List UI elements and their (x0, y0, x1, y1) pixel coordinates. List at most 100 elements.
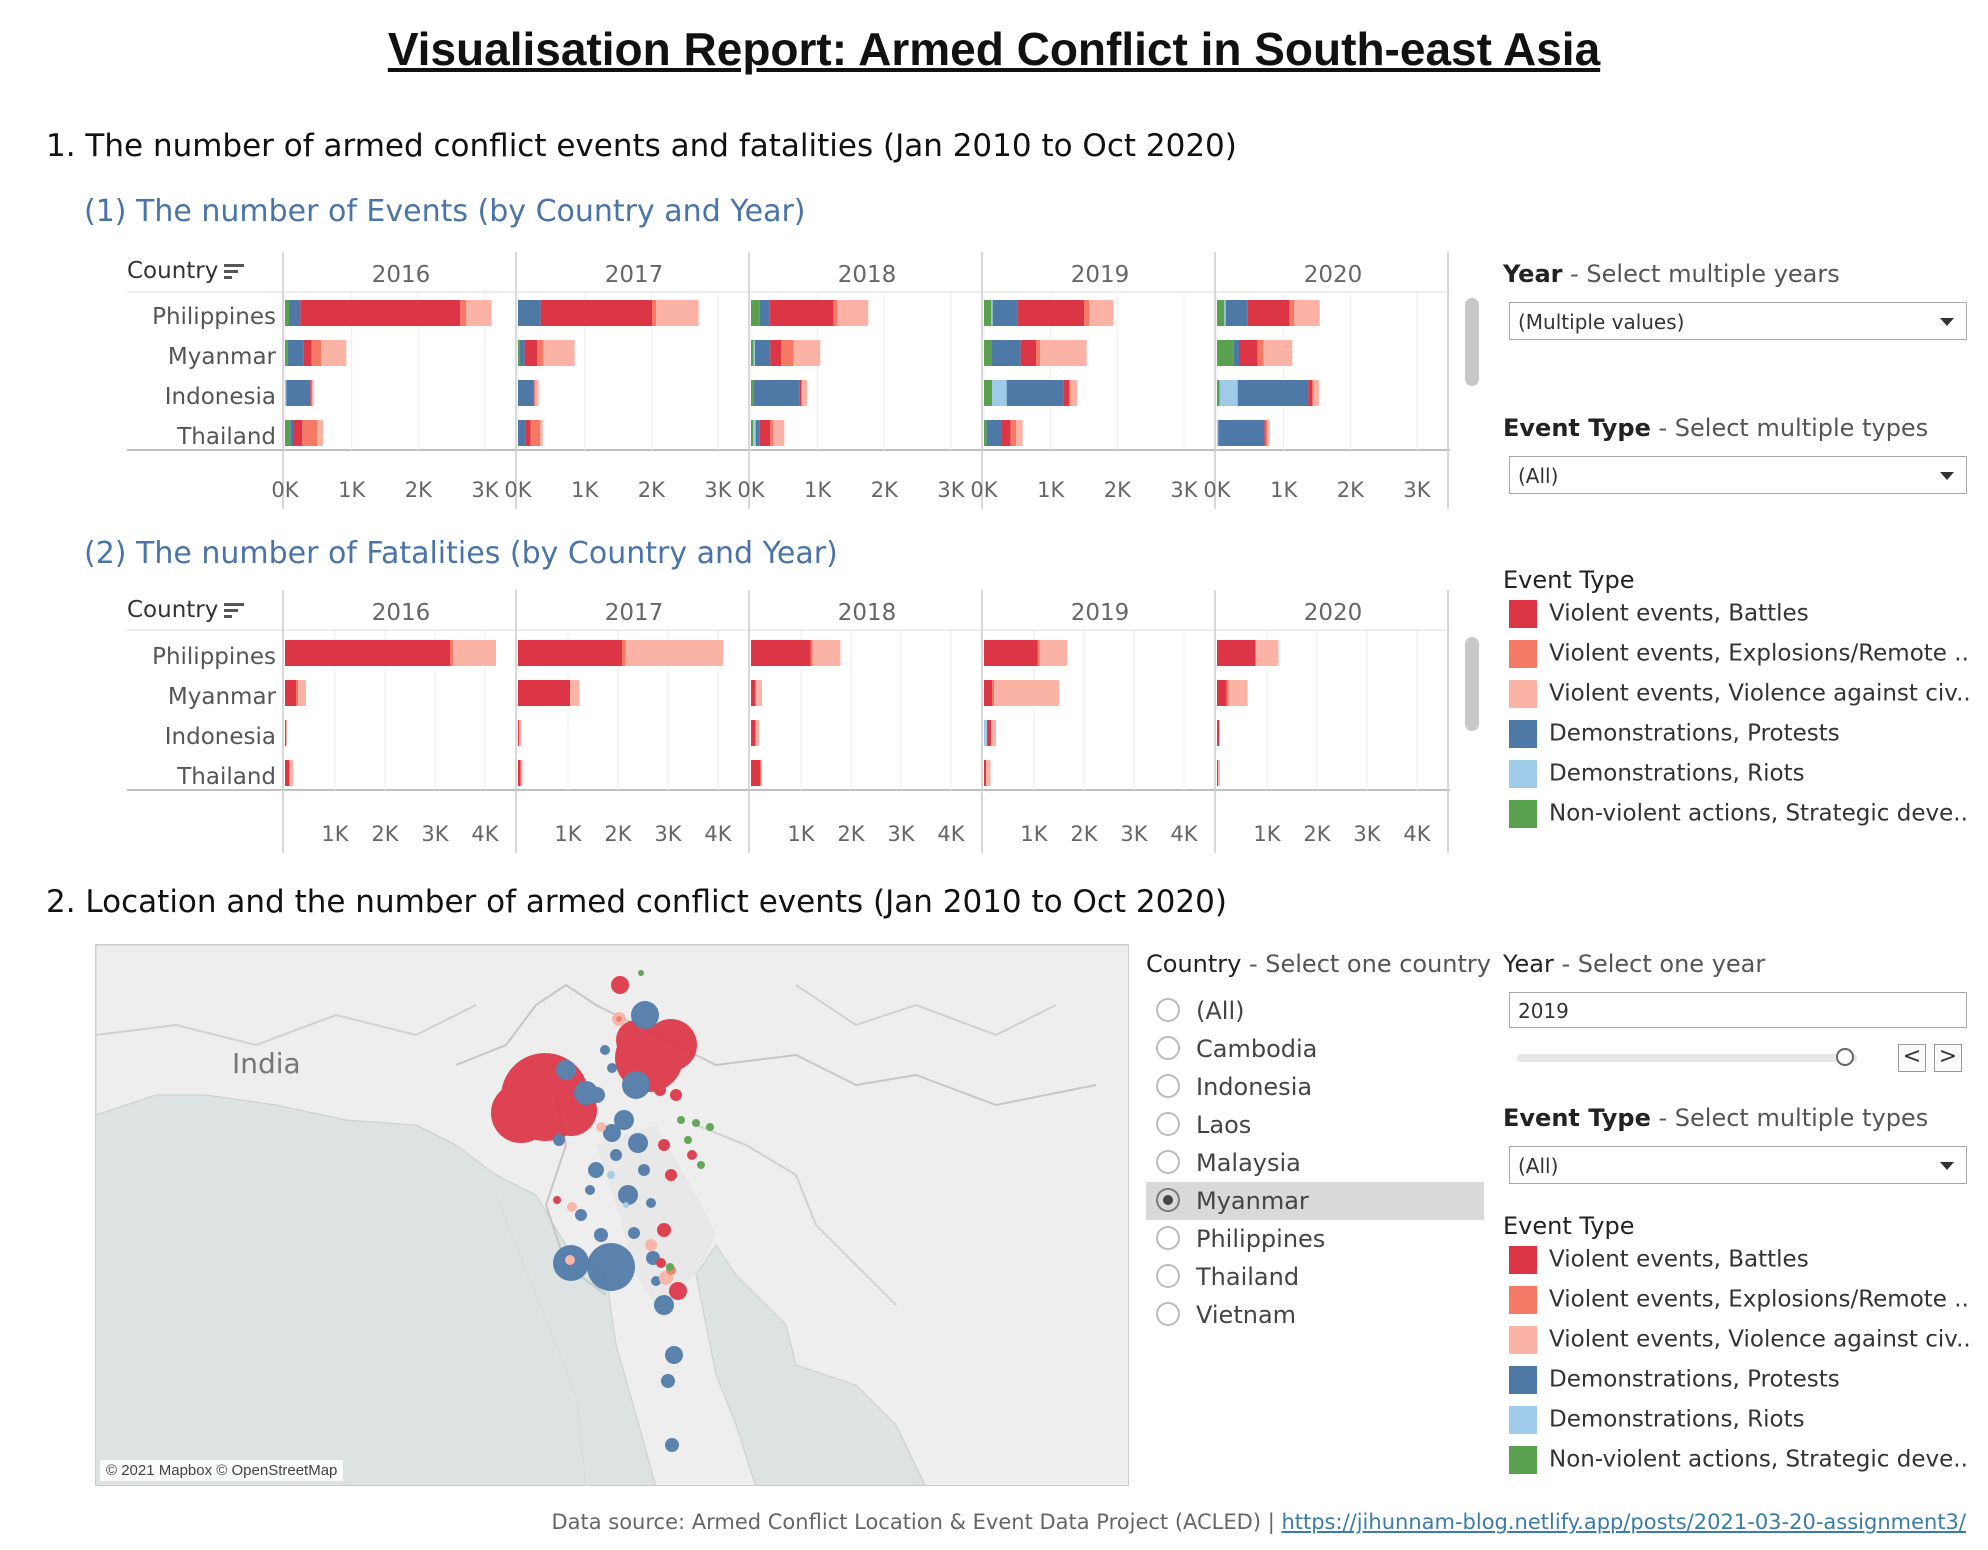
legend-swatch (1509, 1326, 1537, 1354)
bar-segment (293, 420, 303, 446)
radio-icon[interactable] (1156, 1264, 1180, 1288)
chevron-down-icon (1940, 318, 1954, 326)
bar-segment (1217, 300, 1225, 326)
prev-year-button[interactable]: < (1898, 1044, 1926, 1072)
country-option[interactable]: Indonesia (1146, 1068, 1484, 1106)
event-type2-filter-sub: - Select multiple types (1650, 1104, 1929, 1132)
year-multi-dropdown[interactable]: (Multiple values) (1509, 302, 1967, 340)
country-option[interactable]: (All) (1146, 992, 1484, 1030)
bar-segment (310, 380, 312, 406)
sort-icon[interactable] (224, 263, 245, 280)
country-option[interactable]: Myanmar (1146, 1182, 1484, 1220)
country-label: Philippines (152, 304, 276, 330)
event-type-filter-title: Event Type - Select multiple types (1503, 414, 1928, 442)
country-option-label: (All) (1196, 997, 1245, 1025)
bar-segment (1218, 420, 1265, 446)
event-type2-dropdown[interactable]: (All) (1509, 1146, 1967, 1184)
radio-icon[interactable] (1156, 1302, 1180, 1326)
legend-item[interactable]: Violent events, Explosions/Remote .. (1509, 1286, 1979, 1326)
tick-label: 3K (471, 478, 499, 502)
country-option[interactable]: Philippines (1146, 1220, 1484, 1258)
legend-item[interactable]: Demonstrations, Riots (1509, 1406, 1979, 1446)
bar-segment (1036, 340, 1040, 366)
country-option[interactable]: Malaysia (1146, 1144, 1484, 1182)
fatalities-scrollbar[interactable] (1465, 637, 1479, 731)
footer-source-text: Data source: Armed Conflict Location & E… (551, 1510, 1282, 1534)
legend-item[interactable]: Violent events, Battles (1509, 600, 1979, 640)
country-option-label: Vietnam (1196, 1301, 1297, 1329)
tick-label: 2K (604, 822, 632, 846)
bar-segment (1233, 340, 1239, 366)
year-slider-track[interactable] (1517, 1054, 1857, 1062)
events-scrollbar[interactable] (1465, 298, 1479, 386)
legend-item[interactable]: Violent events, Battles (1509, 1246, 1979, 1286)
radio-icon[interactable] (1156, 1074, 1180, 1098)
radio-icon[interactable] (1156, 1188, 1180, 1212)
country-option-label: Indonesia (1196, 1073, 1313, 1101)
map-canvas (96, 945, 1128, 1485)
bar-segment (1289, 300, 1295, 326)
bar-segment (289, 300, 301, 326)
bar-segment (984, 300, 992, 326)
bar-segment (1089, 300, 1114, 326)
legend-item[interactable]: Violent events, Violence against civ.. (1509, 680, 1979, 720)
country-option-label: Philippines (1196, 1225, 1326, 1253)
fatalities-country-header[interactable]: Country (127, 597, 245, 623)
bar-segment (984, 380, 992, 406)
year-single-input[interactable]: 2019 (1509, 992, 1967, 1028)
legend-item[interactable]: Demonstrations, Protests (1509, 720, 1979, 760)
year-slider-handle[interactable] (1836, 1048, 1854, 1066)
tick-label: 1K (804, 478, 832, 502)
event-type-dropdown[interactable]: (All) (1509, 456, 1967, 494)
footer-link[interactable]: https://jihunnam-blog.netlify.app/posts/… (1281, 1510, 1966, 1534)
country-option[interactable]: Vietnam (1146, 1296, 1484, 1334)
radio-icon[interactable] (1156, 1150, 1180, 1174)
conflict-map[interactable]: India © 2021 Mapbox © OpenStreetMap (95, 944, 1129, 1486)
radio-icon[interactable] (1156, 1036, 1180, 1060)
legend-label: Violent events, Battles (1549, 600, 1809, 627)
bar-segment (533, 380, 535, 406)
legend-item[interactable]: Demonstrations, Protests (1509, 1366, 1979, 1406)
sort-icon[interactable] (224, 602, 245, 619)
bar-segment (1264, 420, 1266, 446)
bar-segment (761, 760, 762, 786)
tick-label: 3K (1120, 822, 1148, 846)
bar-segment (756, 720, 759, 746)
bar-segment (1040, 340, 1087, 366)
legend-item[interactable]: Non-violent actions, Strategic deve.. (1509, 1446, 1979, 1486)
bar-segment (801, 380, 803, 406)
bar-segment (298, 680, 306, 706)
bar-segment (992, 380, 1007, 406)
country-option[interactable]: Laos (1146, 1106, 1484, 1144)
bar-segment (656, 300, 699, 326)
events-country-header[interactable]: Country (127, 258, 245, 284)
legend-item[interactable]: Non-violent actions, Strategic deve.. (1509, 800, 1979, 840)
bar-segment (1217, 420, 1219, 446)
bar-segment (1255, 640, 1256, 666)
bar-segment (1294, 300, 1320, 326)
country-filter-sub: - Select one country (1241, 950, 1491, 978)
country-option[interactable]: Thailand (1146, 1258, 1484, 1296)
radio-icon[interactable] (1156, 998, 1180, 1022)
bar-segment (984, 720, 987, 746)
legend-item[interactable]: Demonstrations, Riots (1509, 760, 1979, 800)
bar-segment (1256, 640, 1279, 666)
country-option[interactable]: Cambodia (1146, 1030, 1484, 1068)
radio-icon[interactable] (1156, 1226, 1180, 1250)
map-attribution[interactable]: © 2021 Mapbox © OpenStreetMap (100, 1460, 344, 1481)
bar-segment (1224, 300, 1226, 326)
bar-segment (518, 680, 570, 706)
legend-label: Non-violent actions, Strategic deve.. (1549, 1446, 1968, 1473)
bar-segment (1070, 380, 1078, 406)
legend-item[interactable]: Violent events, Explosions/Remote .. (1509, 640, 1979, 680)
bar-segment (756, 680, 762, 706)
legend-item[interactable]: Violent events, Violence against civ.. (1509, 1326, 1979, 1366)
bar-segment (769, 300, 834, 326)
radio-icon[interactable] (1156, 1112, 1180, 1136)
bar-segment (799, 380, 801, 406)
tick-label: 1K (1020, 822, 1048, 846)
next-year-button[interactable]: > (1934, 1044, 1962, 1072)
bar-segment (984, 340, 992, 366)
year-header: 2020 (1304, 262, 1363, 288)
bar-segment (311, 380, 314, 406)
